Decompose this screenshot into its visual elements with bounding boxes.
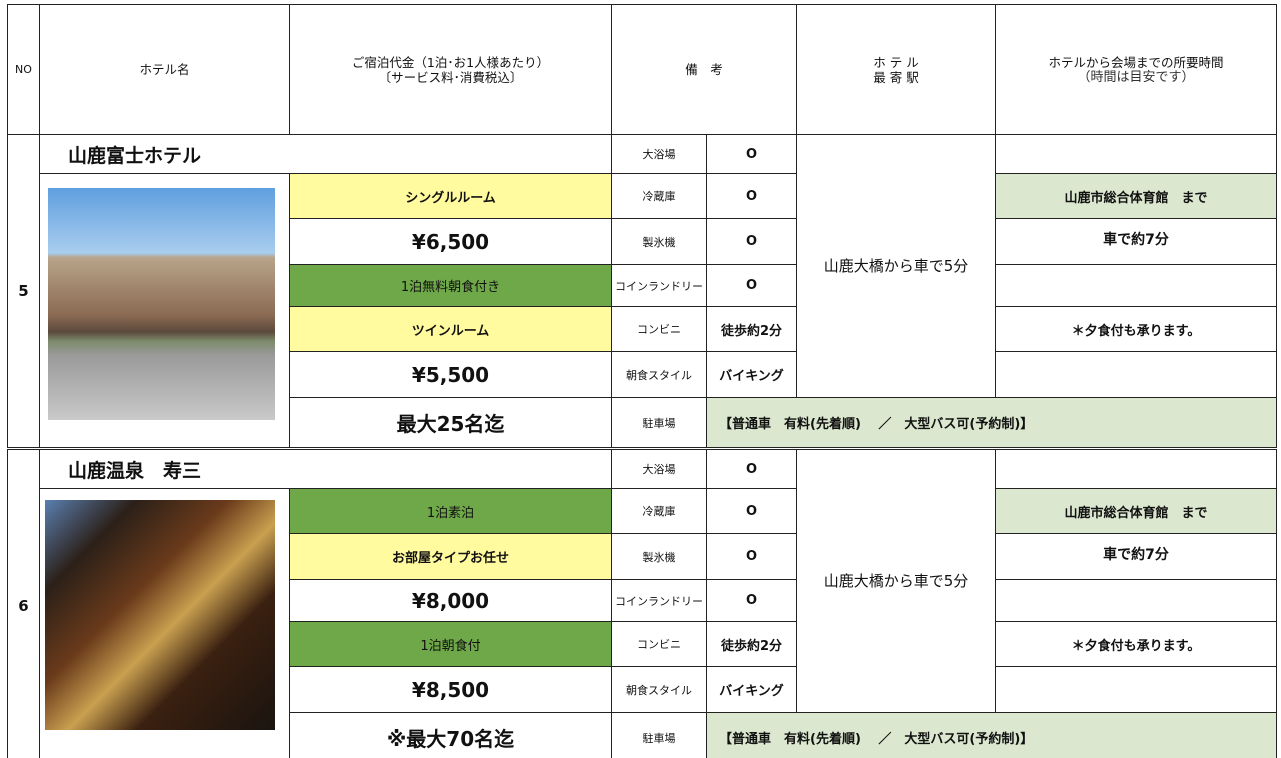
hotel-no: 6 (7, 449, 40, 758)
hotel-name: 山鹿富士ホテル (39, 134, 612, 174)
time-cell: 車で約7分 (995, 533, 1277, 580)
header-time: ホテルから会場までの所要時間 （時間は目安です） (995, 4, 1277, 135)
time-cell (995, 351, 1277, 398)
price-cell: ¥8,000 (289, 579, 612, 622)
remark-value: O (706, 218, 797, 265)
price-cell: 1泊無料朝食付き (289, 264, 612, 307)
time-cell: ＊夕食付も承ります。 (995, 306, 1277, 352)
remark-value: O (706, 173, 797, 219)
header-no: NO (7, 4, 40, 135)
hotel-no: 5 (7, 134, 40, 448)
header-line: 最 寄 駅 (873, 69, 919, 85)
time-cell (995, 264, 1277, 307)
header-line: ホ テ ル (873, 54, 919, 70)
remark-value: O (706, 134, 797, 174)
hotel-photo (45, 500, 275, 730)
remark-label: 朝食スタイル (611, 351, 707, 398)
remark-label: 大浴場 (611, 134, 707, 174)
remark-label: コインランドリー (611, 579, 707, 622)
price-cell: シングルルーム (289, 173, 612, 219)
remark-label: 冷蔵庫 (611, 173, 707, 219)
time-cell (995, 134, 1277, 174)
price-cell: 1泊朝食付 (289, 621, 612, 667)
header-remarks: 備 考 (611, 4, 797, 135)
time-cell: 山鹿市総合体育館 まで (995, 173, 1277, 219)
time-cell: ＊夕食付も承ります。 (995, 621, 1277, 667)
remark-label: 駐車場 (611, 397, 707, 448)
remark-value: バイキング (706, 351, 797, 398)
time-cell (995, 579, 1277, 622)
remark-label: 駐車場 (611, 712, 707, 758)
price-cell: ¥6,500 (289, 218, 612, 265)
header-line: ご宿泊代金（1泊･お1人様あたり） (351, 54, 550, 70)
price-cell: ¥8,500 (289, 666, 612, 713)
time-cell (995, 666, 1277, 713)
remark-value: O (706, 449, 797, 489)
station: 山鹿大橋から車で5分 (796, 449, 996, 713)
price-cell: ツインルーム (289, 306, 612, 352)
price-cell: ¥5,500 (289, 351, 612, 398)
station: 山鹿大橋から車で5分 (796, 134, 996, 398)
price-cell: 最大25名迄 (289, 397, 612, 448)
time-cell (995, 449, 1277, 489)
remark-value: 【普通車 有料(先着順) ／ 大型バス可(予約制)】 (706, 712, 1277, 758)
remark-value: O (706, 533, 797, 580)
remark-value: O (706, 579, 797, 622)
header-line: 〔サービス料･消費税込〕 (378, 69, 523, 85)
header-line: （時間は目安です） (1077, 69, 1195, 85)
remark-label: 冷蔵庫 (611, 488, 707, 534)
remark-value: 徒歩約2分 (706, 306, 797, 352)
remark-label: 製氷機 (611, 533, 707, 580)
remark-label: コンビニ (611, 621, 707, 667)
remark-label: 製氷機 (611, 218, 707, 265)
price-cell: ※最大70名迄 (289, 712, 612, 758)
remark-value: 徒歩約2分 (706, 621, 797, 667)
remark-label: 朝食スタイル (611, 666, 707, 713)
remark-value: 【普通車 有料(先着順) ／ 大型バス可(予約制)】 (706, 397, 1277, 448)
hotel-name: 山鹿温泉 寿三 (39, 449, 612, 489)
remark-label: コンビニ (611, 306, 707, 352)
time-cell: 山鹿市総合体育館 まで (995, 488, 1277, 534)
price-cell: お部屋タイプお任せ (289, 533, 612, 580)
hotel-photo (48, 188, 275, 420)
price-cell: 1泊素泊 (289, 488, 612, 534)
remark-value: バイキング (706, 666, 797, 713)
header-station: ホ テ ル最 寄 駅 (796, 4, 996, 135)
remark-label: コインランドリー (611, 264, 707, 307)
header-line: ホテルから会場までの所要時間 (1048, 54, 1224, 70)
remark-value: O (706, 264, 797, 307)
remark-value: O (706, 488, 797, 534)
time-cell: 車で約7分 (995, 218, 1277, 265)
header-hotel-name: ホテル名 (39, 4, 290, 135)
remark-label: 大浴場 (611, 449, 707, 489)
header-price: ご宿泊代金（1泊･お1人様あたり） 〔サービス料･消費税込〕 (289, 4, 612, 135)
